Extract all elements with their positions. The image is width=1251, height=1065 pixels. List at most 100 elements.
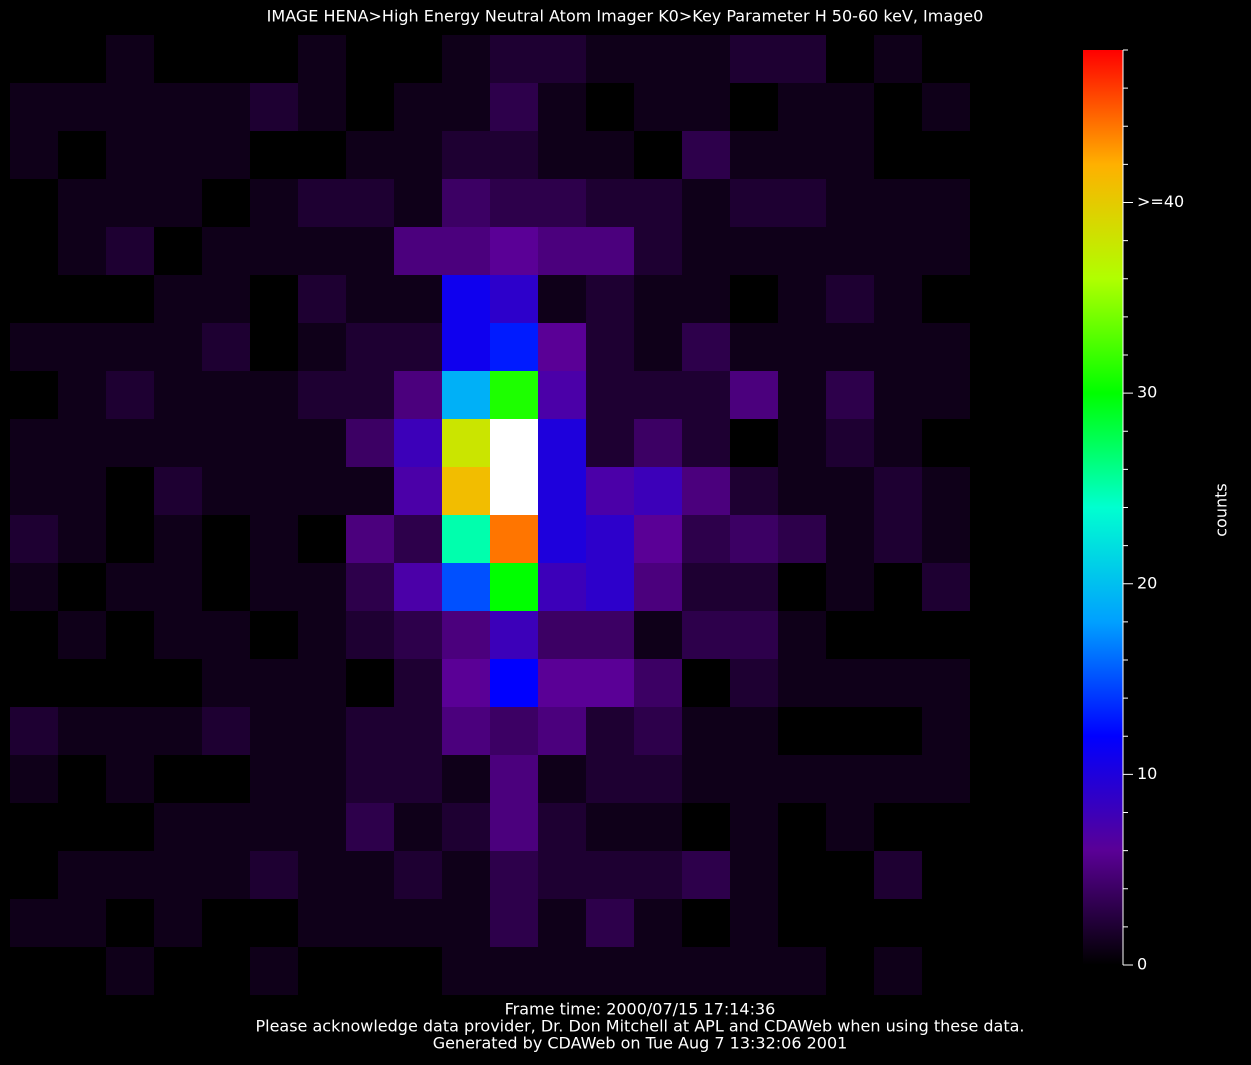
heatmap-cell xyxy=(682,275,730,323)
heatmap-cell xyxy=(58,899,106,947)
heatmap-cell xyxy=(202,899,250,947)
chart-title: IMAGE HENA>High Energy Neutral Atom Imag… xyxy=(267,7,984,26)
heatmap-cell xyxy=(346,755,394,803)
heatmap-cell xyxy=(682,227,730,275)
heatmap-cell xyxy=(826,179,874,227)
heatmap-cell xyxy=(58,371,106,419)
heatmap-cell xyxy=(202,707,250,755)
heatmap-cell xyxy=(442,323,490,371)
heatmap-cell xyxy=(634,659,682,707)
heatmap-cell xyxy=(250,611,298,659)
heatmap-cell xyxy=(586,83,634,131)
heatmap-cell xyxy=(682,947,730,995)
heatmap-cell xyxy=(250,851,298,899)
heatmap-cell xyxy=(10,803,58,851)
heatmap-cell xyxy=(538,563,586,611)
colorbar-label: counts xyxy=(1212,483,1231,536)
heatmap-cell xyxy=(778,179,826,227)
heatmap-cell xyxy=(634,803,682,851)
heatmap-cell xyxy=(490,563,538,611)
heatmap-cell xyxy=(682,179,730,227)
heatmap-cell xyxy=(922,947,970,995)
heatmap-cell xyxy=(922,851,970,899)
heatmap-cell xyxy=(586,851,634,899)
heatmap-cell xyxy=(538,515,586,563)
heatmap-cell xyxy=(922,755,970,803)
heatmap-cell xyxy=(442,35,490,83)
heatmap-cell xyxy=(106,227,154,275)
heatmap-cell xyxy=(826,227,874,275)
heatmap-cell xyxy=(538,899,586,947)
heatmap-cell xyxy=(298,851,346,899)
heatmap-cell xyxy=(874,755,922,803)
heatmap-cell xyxy=(682,515,730,563)
heatmap-cell xyxy=(634,851,682,899)
heatmap-cell xyxy=(586,275,634,323)
heatmap-cell xyxy=(250,227,298,275)
heatmap-cell xyxy=(730,659,778,707)
heatmap-cell xyxy=(154,419,202,467)
heatmap-cell xyxy=(58,179,106,227)
heatmap-cell xyxy=(346,131,394,179)
heatmap-cell xyxy=(442,803,490,851)
heatmap-cell xyxy=(874,899,922,947)
heatmap-cell xyxy=(58,83,106,131)
heatmap-cell xyxy=(730,371,778,419)
heatmap-cell xyxy=(778,947,826,995)
heatmap-cell xyxy=(10,659,58,707)
heatmap-cell xyxy=(10,707,58,755)
heatmap-cell xyxy=(730,611,778,659)
heatmap-cell xyxy=(874,83,922,131)
heatmap-cell xyxy=(778,659,826,707)
heatmap-cell xyxy=(634,275,682,323)
heatmap-cell xyxy=(442,563,490,611)
heatmap-cell xyxy=(10,131,58,179)
heatmap-cell xyxy=(10,947,58,995)
heatmap-cell xyxy=(730,707,778,755)
heatmap-cell xyxy=(346,947,394,995)
heatmap-cell xyxy=(106,947,154,995)
heatmap-cell xyxy=(202,851,250,899)
heatmap-cell xyxy=(154,371,202,419)
heatmap-cell xyxy=(682,83,730,131)
heatmap-cell xyxy=(490,227,538,275)
footer-line: Frame time: 2000/07/15 17:14:36 xyxy=(505,1000,776,1019)
heatmap-cell xyxy=(346,83,394,131)
heatmap-cell xyxy=(778,467,826,515)
heatmap-cell xyxy=(586,563,634,611)
heatmap-cell xyxy=(298,323,346,371)
heatmap-cell xyxy=(730,131,778,179)
heatmap-cell xyxy=(826,659,874,707)
heatmap-cell xyxy=(202,947,250,995)
heatmap-cell xyxy=(10,227,58,275)
heatmap-cell xyxy=(634,899,682,947)
heatmap-cell xyxy=(682,611,730,659)
heatmap-cell xyxy=(394,35,442,83)
footer-line: Please acknowledge data provider, Dr. Do… xyxy=(255,1017,1024,1036)
heatmap-cell xyxy=(586,467,634,515)
heatmap-cell xyxy=(538,467,586,515)
heatmap-cell xyxy=(250,275,298,323)
heatmap-cell xyxy=(250,83,298,131)
colorbar-tick-label: 10 xyxy=(1137,764,1157,783)
heatmap-cell xyxy=(58,659,106,707)
heatmap-cell xyxy=(442,515,490,563)
heatmap-cell xyxy=(826,419,874,467)
heatmap-cell xyxy=(346,611,394,659)
heatmap-cell xyxy=(394,947,442,995)
heatmap-cell xyxy=(106,323,154,371)
heatmap-cell xyxy=(922,899,970,947)
heatmap-cell xyxy=(922,611,970,659)
heatmap-cell xyxy=(778,419,826,467)
heatmap-cell xyxy=(682,851,730,899)
heatmap-cell xyxy=(874,947,922,995)
heatmap-cell xyxy=(922,707,970,755)
heatmap-cell xyxy=(730,851,778,899)
heatmap-cell xyxy=(58,227,106,275)
heatmap-cell xyxy=(826,707,874,755)
heatmap-cell xyxy=(538,371,586,419)
heatmap-cell xyxy=(442,275,490,323)
heatmap-cell xyxy=(250,467,298,515)
heatmap-cell xyxy=(922,227,970,275)
